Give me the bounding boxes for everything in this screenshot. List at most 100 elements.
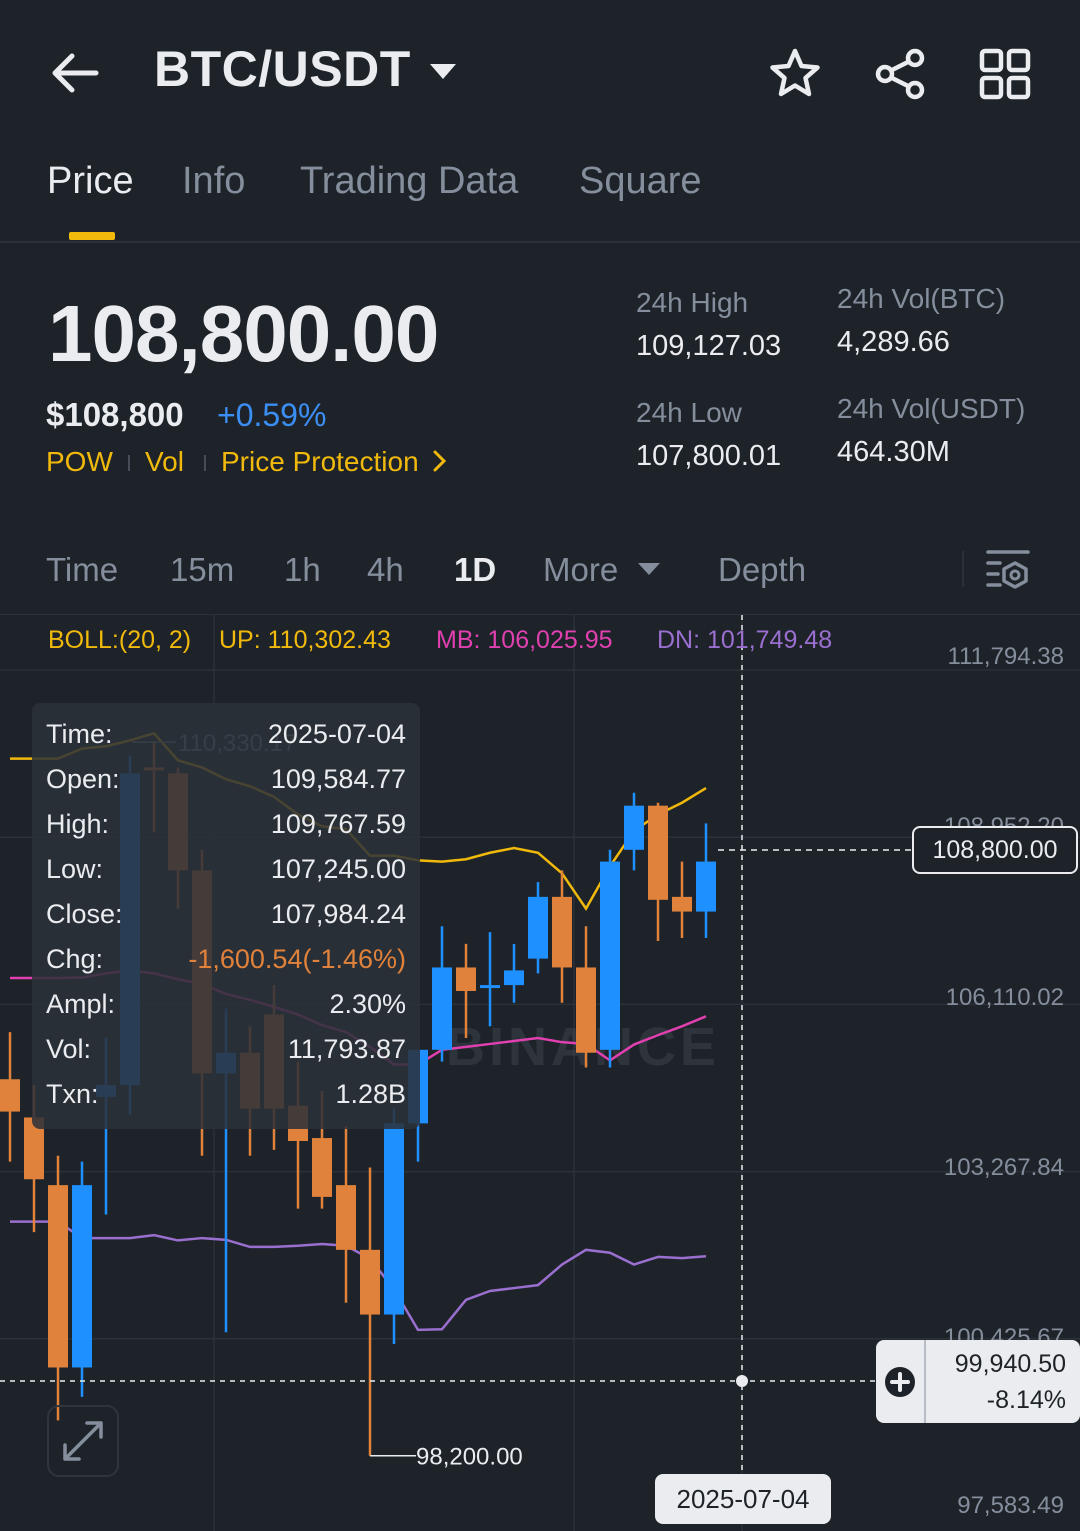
tooltip-label: Time: <box>46 719 113 749</box>
candle-body <box>48 1185 68 1368</box>
tooltip-value: 107,245.00 <box>270 854 406 884</box>
tooltip-row: Chg: -1,600.54(-1.46%) <box>46 944 406 975</box>
tooltip-row: Ampl: 2.30% <box>46 989 406 1020</box>
candle-body <box>432 967 452 1050</box>
candle-body <box>312 1138 332 1197</box>
crosshair-price: 99,940.50 <box>954 1350 1066 1378</box>
boll-up: UP: 110,302.43 <box>219 626 391 654</box>
star-icon[interactable] <box>767 46 823 102</box>
candle-body <box>336 1185 356 1250</box>
stat-vol-usdt-value: 464.30M <box>837 436 950 468</box>
tooltip-label: Ampl: <box>46 989 116 1019</box>
candle-body <box>672 896 692 912</box>
tooltip-row: Txn: 1.28B <box>46 1079 406 1110</box>
tag-price-protection[interactable]: Price Protection <box>221 446 448 478</box>
crosshair-price-box[interactable]: 99,940.50 -8.14% <box>876 1340 1080 1423</box>
interval-15m[interactable]: 15m <box>170 551 235 588</box>
chart-settings-icon[interactable] <box>985 548 1031 590</box>
tooltip-row: Open: 109,584.77 <box>46 764 406 795</box>
crosshair-dot <box>736 1375 748 1387</box>
fullscreen-button[interactable] <box>47 1405 119 1477</box>
usd-price: $108,800 <box>46 396 184 433</box>
tag-separator <box>204 455 206 471</box>
y-axis-label: 103,267.84 <box>943 1154 1064 1181</box>
add-order-plus-icon[interactable] <box>876 1340 926 1423</box>
crosshair-percent: -8.14% <box>986 1386 1066 1414</box>
candle-body <box>600 861 620 1050</box>
tag-vol[interactable]: Vol <box>145 446 184 477</box>
tooltip-value: 2025-07-04 <box>267 719 406 749</box>
boll-params: BOLL:(20, 2) <box>48 626 192 654</box>
tooltip-value: 11,793.87 <box>287 1034 406 1064</box>
interval-4h[interactable]: 4h <box>367 551 404 588</box>
grid-menu-icon[interactable] <box>977 46 1033 102</box>
last-price-badge: 108,800.00 <box>912 826 1078 874</box>
stat-vol-btc-label: 24h Vol(BTC) <box>837 283 1006 314</box>
tag-pow[interactable]: POW <box>46 446 113 477</box>
crosshair-date: 2025-07-04 <box>655 1474 831 1524</box>
more-caret-icon[interactable] <box>638 563 660 575</box>
tab-square[interactable]: Square <box>579 160 702 202</box>
tag-separator <box>128 455 130 471</box>
chevron-right-icon <box>433 450 447 472</box>
stat-high-label: 24h High <box>636 287 749 318</box>
tooltip-value: 2.30% <box>329 989 406 1019</box>
interval-depth[interactable]: Depth <box>718 551 807 588</box>
tooltip-value: 109,767.59 <box>270 809 406 839</box>
candle-body <box>24 1117 44 1180</box>
stat-high-value: 109,127.03 <box>636 330 782 362</box>
share-icon[interactable] <box>872 46 928 102</box>
candle-body <box>0 1079 20 1112</box>
tooltip-label: High: <box>46 809 110 839</box>
tooltip-label: Chg: <box>46 944 104 974</box>
tooltip-row: Low: 107,245.00 <box>46 854 406 885</box>
price-protection-label: Price Protection <box>221 446 419 477</box>
candle-body <box>648 805 668 900</box>
pair-dropdown-caret-icon[interactable] <box>430 64 456 79</box>
candle-body <box>384 1123 404 1315</box>
tooltip-row: Vol: 11,793.87 <box>46 1034 406 1065</box>
interval-1d[interactable]: 1D <box>454 551 497 588</box>
boll-mb: MB: 106,025.95 <box>436 626 613 654</box>
interval-time[interactable]: Time <box>46 551 119 588</box>
back-arrow-icon[interactable] <box>48 48 104 98</box>
tooltip-label: Vol: <box>46 1034 92 1064</box>
y-axis-label: 97,583.49 <box>957 1492 1064 1519</box>
tooltip-label: Close: <box>46 899 123 929</box>
stat-low-value: 107,800.01 <box>636 440 782 472</box>
y-axis-label: 106,110.02 <box>945 984 1064 1011</box>
stat-low-label: 24h Low <box>636 397 742 428</box>
pair-title[interactable]: BTC/USDT <box>154 41 411 97</box>
ohlc-tooltip <box>32 703 420 1129</box>
candle-body <box>552 896 572 968</box>
active-tab-indicator <box>69 232 115 240</box>
chart-top-divider <box>0 614 1080 615</box>
interval-separator <box>962 551 964 587</box>
last-price: 108,800.00 <box>48 289 439 378</box>
tooltip-row: Close: 107,984.24 <box>46 899 406 930</box>
expand-icon <box>63 1421 103 1461</box>
change-percent: +0.59% <box>217 397 327 433</box>
tooltip-label: Low: <box>46 854 104 884</box>
boll-series-line <box>10 1220 707 1332</box>
candle-body <box>72 1185 92 1368</box>
tooltip-label: Open: <box>46 764 120 794</box>
interval-1h[interactable]: 1h <box>284 551 321 588</box>
tooltip-value: 107,984.24 <box>270 899 406 929</box>
stat-vol-btc-value: 4,289.66 <box>837 326 950 358</box>
candle-body <box>624 805 644 850</box>
tooltip-row: High: 109,767.59 <box>46 809 406 840</box>
tab-trading-data[interactable]: Trading Data <box>300 160 519 202</box>
tab-info[interactable]: Info <box>182 160 246 202</box>
candle-body <box>456 967 476 991</box>
candle-body <box>528 896 548 959</box>
tab-price[interactable]: Price <box>47 160 134 202</box>
tooltip-label: Txn: <box>46 1079 99 1109</box>
interval-more[interactable]: More <box>543 551 619 588</box>
boll-dn: DN: 101,749.48 <box>657 626 833 654</box>
y-axis-label: 111,794.38 <box>947 643 1064 670</box>
min-price-label: 98,200.00 <box>416 1444 523 1471</box>
stat-vol-usdt-label: 24h Vol(USDT) <box>837 393 1026 424</box>
tab-divider <box>0 241 1080 243</box>
tooltip-value: 109,584.77 <box>270 764 406 794</box>
